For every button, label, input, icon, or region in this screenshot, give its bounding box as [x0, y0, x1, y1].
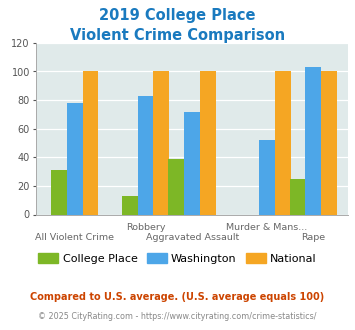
Text: Aggravated Assault: Aggravated Assault — [146, 233, 239, 242]
Bar — [184, 112, 200, 214]
Text: Violent Crime Comparison: Violent Crime Comparison — [70, 28, 285, 43]
Legend: College Place, Washington, National: College Place, Washington, National — [34, 248, 321, 268]
Bar — [259, 140, 275, 214]
Text: 2019 College Place: 2019 College Place — [99, 8, 256, 23]
Text: Compared to U.S. average. (U.S. average equals 100): Compared to U.S. average. (U.S. average … — [31, 292, 324, 302]
Bar — [153, 72, 169, 214]
Bar — [305, 67, 321, 214]
Bar — [122, 196, 138, 214]
Bar — [67, 103, 83, 214]
Bar — [138, 96, 153, 214]
Bar — [321, 72, 337, 214]
Text: Rape: Rape — [301, 233, 326, 242]
Bar — [200, 72, 216, 214]
Bar — [83, 72, 98, 214]
Text: All Violent Crime: All Violent Crime — [35, 233, 114, 242]
Bar — [290, 179, 305, 214]
Bar — [275, 72, 290, 214]
Text: Robbery: Robbery — [126, 223, 165, 232]
Text: Murder & Mans...: Murder & Mans... — [226, 223, 307, 232]
Bar — [51, 170, 67, 214]
Bar — [168, 159, 184, 214]
Text: © 2025 CityRating.com - https://www.cityrating.com/crime-statistics/: © 2025 CityRating.com - https://www.city… — [38, 312, 317, 321]
